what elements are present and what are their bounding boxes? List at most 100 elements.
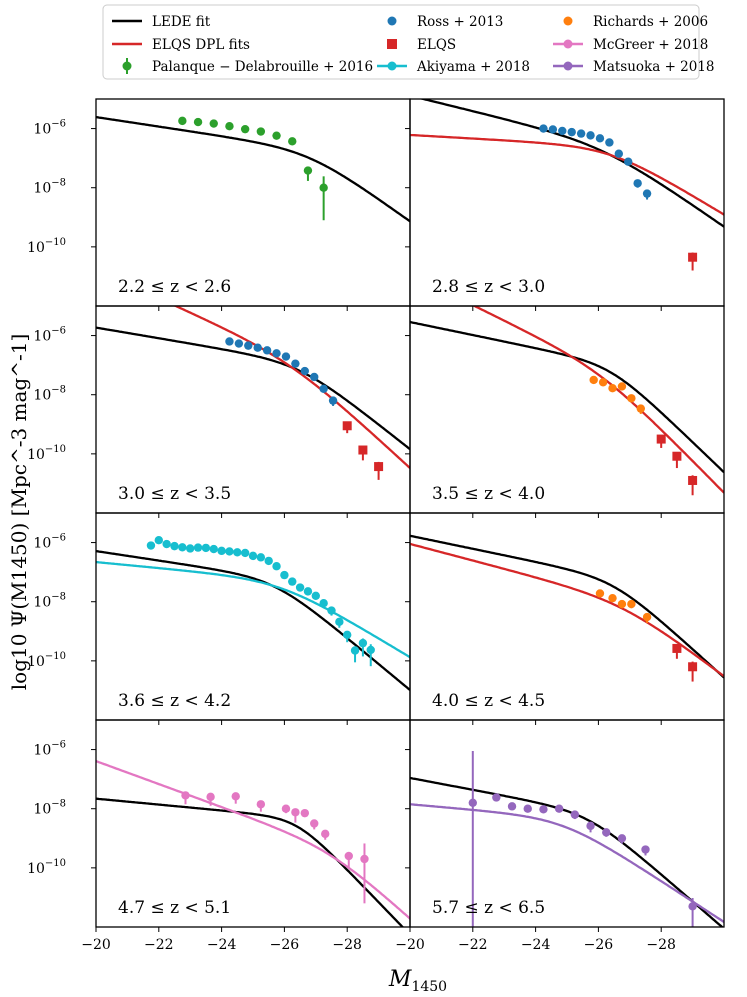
legend-label: ELQS xyxy=(417,37,456,53)
x-tick-label: −20 xyxy=(81,937,111,953)
data-point xyxy=(633,179,642,188)
data-point xyxy=(328,396,338,405)
data-point xyxy=(558,126,567,136)
data-point xyxy=(492,793,501,802)
data-point xyxy=(217,546,226,556)
x-tick-label: −24 xyxy=(521,937,551,953)
data-point xyxy=(295,583,305,592)
data-point xyxy=(319,183,328,192)
data-point-square xyxy=(672,451,682,461)
data-point xyxy=(201,543,211,553)
data-point xyxy=(225,122,234,131)
data-point-square xyxy=(358,445,368,455)
data-point xyxy=(181,791,190,800)
data-point xyxy=(523,804,532,813)
panel: 10−10 10−8 10−6 3.6 ≤ z < 4.2 xyxy=(27,512,411,725)
data-point xyxy=(602,828,611,837)
legend-label: Palanque − Delabrouille + 2016 xyxy=(152,59,373,75)
data-point xyxy=(350,646,360,655)
legend-label: Ross + 2013 xyxy=(417,14,503,30)
data-point xyxy=(627,394,636,403)
data-point xyxy=(548,125,558,134)
fit-line xyxy=(96,760,410,920)
data-point-square xyxy=(342,421,352,431)
legend-frame xyxy=(102,4,700,80)
data-point xyxy=(303,166,313,175)
data-point xyxy=(146,541,156,550)
data-point xyxy=(570,810,580,819)
fit-line xyxy=(96,326,410,451)
data-point xyxy=(366,645,375,655)
data-point xyxy=(627,599,636,609)
data-point xyxy=(280,570,289,580)
data-point xyxy=(186,544,195,553)
data-point xyxy=(617,382,627,391)
data-point xyxy=(281,352,291,361)
data-point xyxy=(234,339,244,348)
panel: 4.0 ≤ z < 4.5 xyxy=(405,512,725,725)
legend-swatch-dot xyxy=(122,61,132,71)
data-point xyxy=(272,131,281,140)
legend-swatch-dot xyxy=(563,16,573,26)
fit-line xyxy=(410,803,724,923)
legend-entry: LEDE fit xyxy=(112,14,211,30)
panel: 2.8 ≤ z < 3.0 xyxy=(405,98,725,311)
fit-line xyxy=(418,99,724,228)
y-tick-label: 10−6 xyxy=(33,326,66,345)
data-point xyxy=(539,805,548,814)
legend: LEDE fit ELQS DPL fits Palanque − Delabrou… xyxy=(102,4,715,80)
data-point xyxy=(291,359,300,368)
legend-entry: ELQS DPL fits xyxy=(112,37,250,53)
legend-label: LEDE fit xyxy=(152,14,211,30)
data-point xyxy=(209,544,218,554)
fit-line xyxy=(96,797,405,927)
data-point xyxy=(595,589,605,598)
y-tick-label: 10−6 xyxy=(33,740,66,759)
panel-frame xyxy=(409,305,725,514)
data-point xyxy=(256,553,266,562)
panel: 10−10 10−8 10−6 2.2 ≤ z < 2.6 xyxy=(27,98,411,311)
x-tick-label: −22 xyxy=(458,937,488,953)
data-point xyxy=(281,804,291,813)
y-tick-label: 10−10 xyxy=(27,237,66,256)
data-point xyxy=(206,792,215,802)
data-point xyxy=(586,821,595,831)
data-point xyxy=(300,808,310,818)
data-point xyxy=(225,547,234,556)
fit-line xyxy=(410,133,724,216)
data-point xyxy=(617,599,627,609)
data-point xyxy=(193,117,203,127)
x-axis-label: M1450 xyxy=(388,967,447,995)
panel-plot-area xyxy=(96,760,410,927)
data-point xyxy=(262,346,272,355)
legend-label: McGreer + 2018 xyxy=(593,37,708,53)
legend-label: Matsuoka + 2018 xyxy=(593,59,715,75)
data-point xyxy=(335,617,344,627)
data-point xyxy=(586,131,595,140)
y-tick-label: 10−8 xyxy=(33,178,66,197)
data-point xyxy=(539,124,548,133)
panel-redshift-label: 2.2 ≤ z < 2.6 xyxy=(118,277,231,297)
data-point xyxy=(608,384,617,393)
panel-plot-area xyxy=(96,536,410,691)
legend-label: ELQS DPL fits xyxy=(152,37,250,53)
data-point xyxy=(170,541,179,551)
data-point xyxy=(614,149,624,158)
data-point xyxy=(272,349,281,358)
data-point xyxy=(233,548,242,557)
legend-swatch-dot xyxy=(387,61,397,71)
y-tick-label: 10−6 xyxy=(33,533,66,552)
panel-redshift-label: 2.8 ≤ z < 3.0 xyxy=(432,277,545,297)
y-axis-label: log10 Ψ(M1450) [Mpc^-3 mag^-1] xyxy=(7,334,31,691)
data-point xyxy=(193,543,203,552)
fit-line xyxy=(410,776,724,927)
data-point xyxy=(244,341,253,350)
data-point xyxy=(231,792,240,801)
x-axis-label-main: M xyxy=(388,967,412,992)
panel-redshift-label: 4.7 ≤ z < 5.1 xyxy=(118,898,231,918)
data-point xyxy=(303,587,313,596)
data-point-square xyxy=(672,643,682,653)
data-point xyxy=(264,556,273,566)
y-tick-label: 10−10 xyxy=(27,858,66,877)
data-point xyxy=(554,804,564,813)
